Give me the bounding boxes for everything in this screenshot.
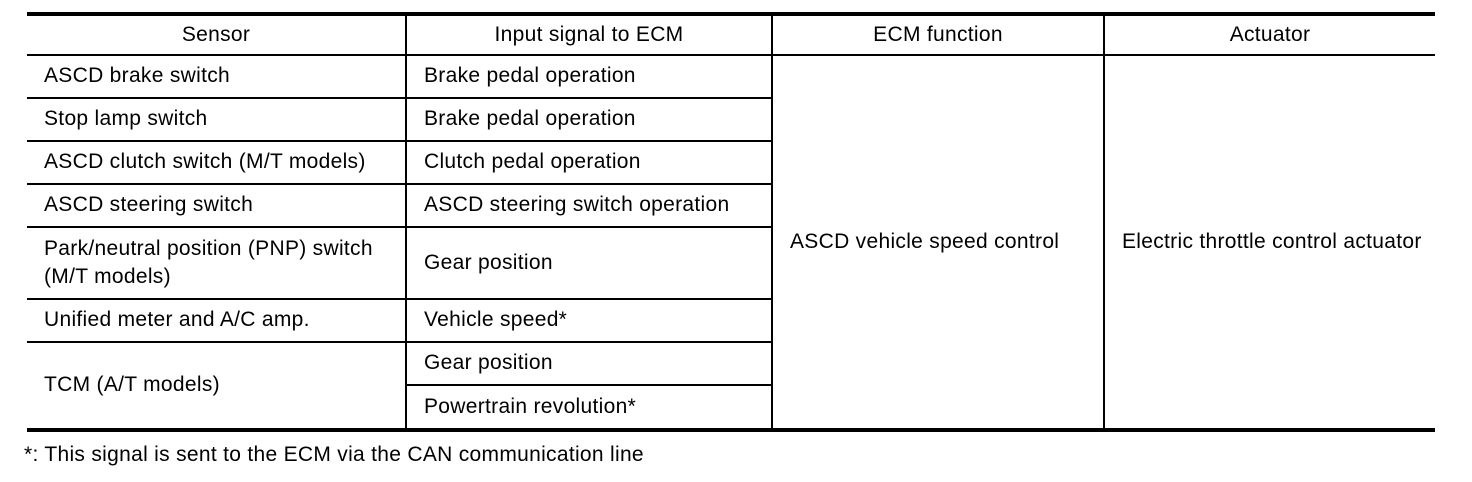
table-row: Park/neutral position (PNP) switch (M/T …	[27, 227, 1435, 300]
ascd-signal-table: Sensor Input signal to ECM ECM function …	[27, 12, 1435, 432]
column-header-actuator: Actuator	[1104, 14, 1435, 56]
table-row: Stop lamp switch Brake pedal operation	[27, 98, 1435, 142]
table-row: Unified meter and A/C amp. Vehicle speed…	[27, 299, 1435, 343]
column-header-input-signal: Input signal to ECM	[406, 14, 773, 56]
input-signal-cell: Powertrain revolution*	[406, 385, 773, 430]
ecm-function-cell: ASCD vehicle speed control	[772, 55, 1105, 430]
sensor-cell: ASCD steering switch	[27, 184, 407, 228]
sensor-cell: Unified meter and A/C amp.	[27, 299, 407, 343]
input-signal-cell: Gear position	[406, 342, 773, 386]
footnote: *: This signal is sent to the ECM via th…	[24, 443, 644, 466]
column-header-ecm-function: ECM function	[772, 14, 1105, 56]
table-row: TCM (A/T models) Gear position	[27, 342, 1435, 430]
input-signal-cell: ASCD steering switch operation	[406, 184, 773, 228]
sensor-cell: TCM (A/T models)	[27, 342, 407, 430]
input-signal-cell: Brake pedal operation	[406, 98, 773, 142]
table-row: ASCD clutch switch (M/T models) Clutch p…	[27, 141, 1435, 185]
ascd-table-figure: Sensor Input signal to ECM ECM function …	[24, 12, 1435, 467]
table-row: ASCD steering switch ASCD steering switc…	[27, 184, 1435, 228]
input-signal-cell: Vehicle speed*	[406, 299, 773, 343]
table-row: ASCD brake switch Brake pedal operation …	[27, 55, 1435, 430]
table-row: Powertrain revolution*	[27, 385, 1435, 430]
sensor-cell: ASCD clutch switch (M/T models)	[27, 141, 407, 185]
sensor-cell: Park/neutral position (PNP) switch (M/T …	[27, 227, 407, 300]
input-signal-cell: Clutch pedal operation	[406, 141, 773, 185]
input-signal-cell: Gear position	[406, 227, 773, 300]
header-row: Sensor Input signal to ECM ECM function …	[27, 14, 1435, 56]
actuator-cell: Electric throttle control actuator	[1122, 229, 1422, 253]
sensor-cell: ASCD brake switch	[27, 55, 407, 99]
column-header-sensor: Sensor	[27, 14, 407, 56]
sensor-cell: Stop lamp switch	[27, 98, 407, 142]
input-signal-cell: Brake pedal operation	[406, 55, 773, 99]
